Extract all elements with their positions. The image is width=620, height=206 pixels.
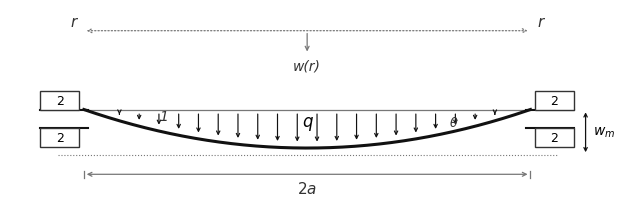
Text: r: r [538, 15, 544, 30]
FancyBboxPatch shape [535, 91, 574, 110]
Text: 2: 2 [551, 94, 559, 107]
Text: 2: 2 [56, 132, 64, 145]
Text: q: q [302, 112, 312, 130]
Text: r: r [71, 15, 77, 30]
Text: 2: 2 [551, 132, 559, 145]
Text: w(r): w(r) [293, 60, 321, 73]
FancyBboxPatch shape [535, 129, 574, 147]
Text: 2: 2 [56, 94, 64, 107]
FancyBboxPatch shape [40, 129, 79, 147]
Text: θ: θ [450, 117, 458, 130]
FancyBboxPatch shape [40, 91, 79, 110]
Text: $2a$: $2a$ [297, 180, 317, 196]
Text: 1: 1 [160, 110, 169, 123]
Text: $w_m$: $w_m$ [593, 125, 615, 140]
